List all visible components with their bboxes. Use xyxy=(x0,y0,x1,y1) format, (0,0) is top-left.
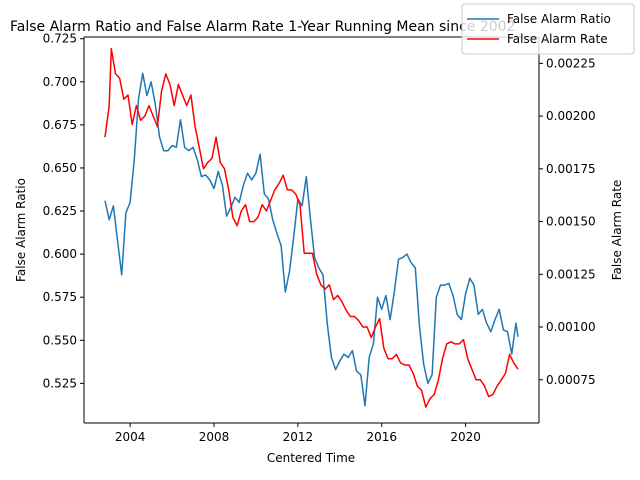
left-y-axis-ticks: 0.525 0.550 0.575 0.600 0.625 0.650 0.675 0.700… xyxy=(43,32,84,390)
legend-label-ratio: False Alarm Ratio xyxy=(507,12,611,26)
left-y-tick-label: 0.625 xyxy=(43,204,77,218)
left-y-tick-label: 0.550 xyxy=(43,333,77,347)
series-line-false-alarm-ratio xyxy=(104,72,519,407)
left-y-tick-label: 0.575 xyxy=(43,290,77,304)
left-y-tick-label: 0.700 xyxy=(43,75,77,89)
left-y-tick-label: 0.725 xyxy=(43,32,77,46)
x-tick-label: 2004 xyxy=(115,430,146,444)
series-lines xyxy=(104,47,519,408)
chart-title: False Alarm Ratio and False Alarm Rate 1… xyxy=(10,19,515,35)
legend: False Alarm Ratio False Alarm Rate xyxy=(461,3,635,55)
right-y-tick-label: 0.00125 xyxy=(546,267,596,281)
legend-box xyxy=(461,3,635,55)
series-line-false-alarm-rate xyxy=(104,47,519,408)
left-y-tick-label: 0.650 xyxy=(43,161,77,175)
left-y-tick-label: 0.525 xyxy=(43,376,77,390)
x-tick-label: 2012 xyxy=(283,430,314,444)
right-y-axis-label: False Alarm Rate xyxy=(610,180,624,281)
right-y-tick-label: 0.00200 xyxy=(546,109,596,123)
right-y-axis-ticks: 0.00075 0.00100 0.00125 0.00150 0.00175 0.002… xyxy=(539,56,596,387)
x-tick-label: 2020 xyxy=(450,430,481,444)
x-tick-label: 2016 xyxy=(366,430,397,444)
legend-label-rate: False Alarm Rate xyxy=(507,32,608,46)
right-y-tick-label: 0.00100 xyxy=(546,320,596,334)
x-axis-ticks: 2004 2008 2012 2016 2020 xyxy=(115,423,481,444)
right-y-tick-label: 0.00175 xyxy=(546,162,596,176)
left-y-tick-label: 0.675 xyxy=(43,118,77,132)
right-y-tick-label: 0.00150 xyxy=(546,215,596,229)
x-tick-label: 2008 xyxy=(199,430,230,444)
left-y-tick-label: 0.600 xyxy=(43,247,77,261)
right-y-tick-label: 0.00075 xyxy=(546,373,596,387)
right-y-tick-label: 0.00225 xyxy=(546,56,596,70)
x-axis-label: Centered Time xyxy=(267,451,355,465)
left-y-axis-label: False Alarm Ratio xyxy=(14,178,28,282)
